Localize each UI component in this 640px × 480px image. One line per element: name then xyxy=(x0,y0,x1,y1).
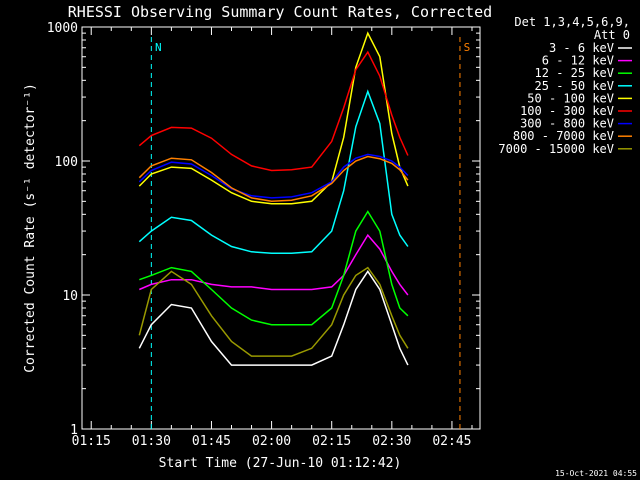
legend-label: 12 - 25 keV xyxy=(535,66,614,80)
x-axis-label: Start Time (27-Jun-10 01:12:42) xyxy=(159,456,402,471)
series-line xyxy=(139,210,409,326)
y-tick-label: 1000 xyxy=(47,21,78,36)
y-tick-label: 100 xyxy=(55,155,78,170)
annotation-label: N xyxy=(155,41,162,54)
legend-header-line-2: Att 0 xyxy=(594,28,630,42)
series-line xyxy=(138,153,409,199)
footer-date: 15-Oct-2021 04:55 xyxy=(555,469,637,478)
series-line xyxy=(138,155,409,203)
chart-title: RHESSI Observing Summary Count Rates, Co… xyxy=(68,3,492,21)
series-line xyxy=(138,270,409,366)
series-line xyxy=(138,31,409,205)
x-tick-label: 01:45 xyxy=(192,434,231,449)
legend-label: 7000 - 15000 keV xyxy=(498,142,614,156)
x-tick-label: 02:15 xyxy=(312,434,351,449)
series-line xyxy=(138,50,409,172)
annotation-label: S xyxy=(464,41,471,54)
series-line xyxy=(139,233,409,296)
legend-label: 100 - 300 keV xyxy=(520,104,614,118)
y-tick-label: 10 xyxy=(62,289,78,304)
plot-area: 1 10 100 1000 01:15 01:30 01:45 02:00 02:15 02:30… xyxy=(47,21,481,449)
axes-frame xyxy=(81,26,481,430)
legend-label: 6 - 12 keV xyxy=(542,54,614,68)
y-tick-label: 1 xyxy=(70,423,78,438)
x-tick-label: 02:30 xyxy=(372,434,411,449)
series-line xyxy=(138,266,409,357)
x-tick-label: 02:00 xyxy=(252,434,291,449)
y-axis-label: Corrected Count Rate (s⁻¹ detector⁻¹) xyxy=(23,83,38,373)
legend-label: 800 - 7000 keV xyxy=(513,129,614,143)
x-tick-label: 01:15 xyxy=(72,434,111,449)
legend-label: 25 - 50 keV xyxy=(535,79,614,93)
x-tick-label: 02:45 xyxy=(432,434,471,449)
legend-label: 50 - 100 keV xyxy=(527,91,614,105)
x-tick-label: 01:30 xyxy=(132,434,171,449)
legend-label: 300 - 800 keV xyxy=(520,117,614,131)
series-line xyxy=(138,89,409,254)
legend-header-line-1: Det 1,3,4,5,6,9, xyxy=(514,15,630,29)
legend-label: 3 - 6 keV xyxy=(549,41,614,55)
